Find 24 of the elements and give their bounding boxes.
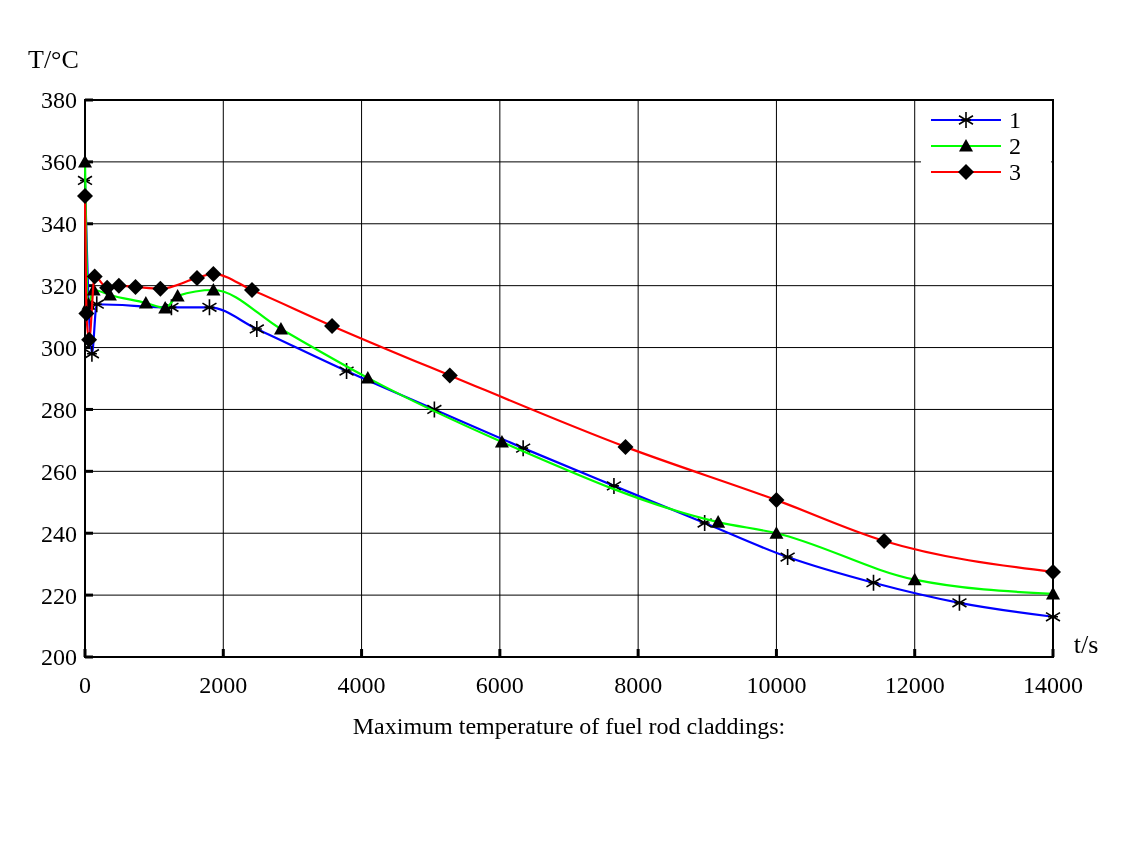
y-tick-label: 340 (41, 211, 77, 238)
legend-label: 3 (1009, 159, 1021, 186)
x-tick-label: 10000 (746, 672, 807, 698)
x-tick-label: 2000 (199, 672, 248, 698)
x-tick-label: 14000 (1023, 672, 1083, 698)
x-tick-label: 8000 (614, 672, 663, 698)
y-tick-label: 320 (41, 273, 77, 300)
x-tick-label: 4000 (337, 672, 386, 698)
y-tick-label: 240 (41, 520, 77, 547)
y-axis-title: T/°C (28, 45, 79, 74)
x-tick-label: 0 (79, 672, 91, 698)
y-tick-label: 360 (41, 149, 77, 176)
x-tick-label: 12000 (884, 672, 945, 698)
y-tick-label: 260 (41, 458, 77, 485)
y-tick-label: 280 (41, 396, 77, 423)
text: Maximum temperature of fuel rod claddings: (352, 713, 786, 739)
legend-label: 1 (1009, 107, 1021, 134)
legend-label: 2 (1009, 133, 1021, 160)
y-tick-label: 380 (41, 87, 77, 114)
x-axis-title: t/s (1073, 630, 1099, 659)
y-tick-label: 300 (41, 334, 77, 361)
y-tick-label: 220 (41, 582, 77, 609)
x-tick-label: 6000 (475, 672, 524, 698)
y-tick-label: 200 (41, 644, 77, 671)
